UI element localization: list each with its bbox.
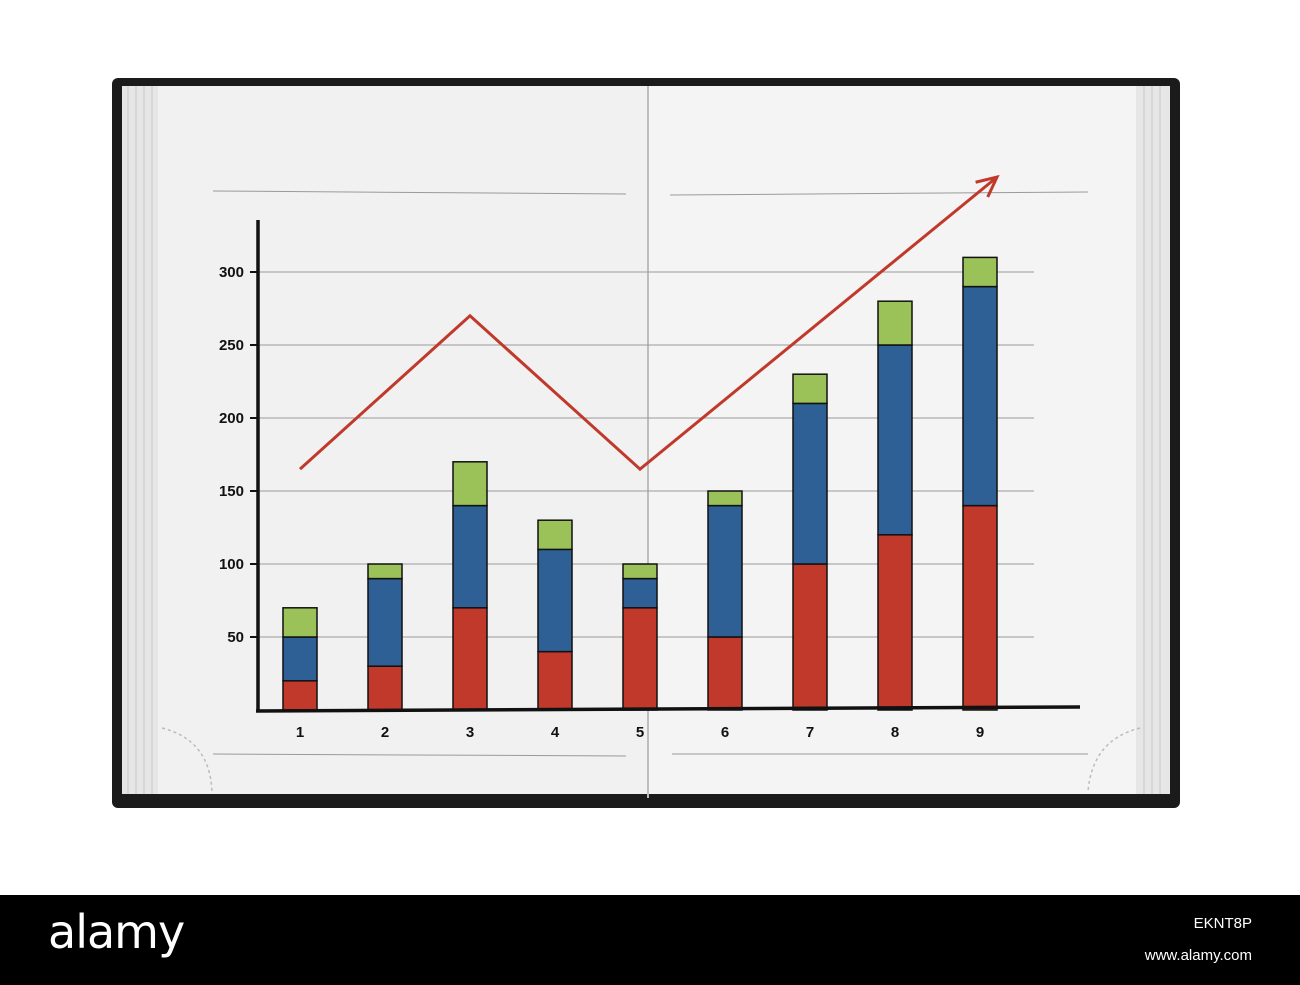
bar-6-segment-3 [707, 490, 743, 507]
bar-3-segment-3 [452, 461, 488, 507]
bar-5-segment-2 [622, 577, 658, 609]
trend-arrow [298, 174, 1000, 472]
y-tick-labels: 50 100 150 200 250 300 [219, 264, 258, 646]
left-page-edges [122, 86, 164, 794]
x-tick-label-2: 2 [381, 724, 389, 741]
page-edge-lines [127, 86, 1161, 794]
y-tick-label-50: 50 [227, 629, 244, 646]
chart-bars [282, 256, 998, 711]
y-tick-label-100: 100 [219, 556, 244, 573]
site-url: www.alamy.com [1144, 947, 1252, 964]
bar-4-segment-1 [537, 650, 573, 711]
x-tick-label-5: 5 [636, 724, 644, 741]
bar-9-segment-1 [962, 504, 998, 711]
x-tick-label-8: 8 [891, 724, 899, 741]
chart-axes [255, 220, 1081, 713]
y-tick-label-200: 200 [219, 410, 244, 427]
bar-9-segment-2 [962, 285, 998, 507]
bar-8-segment-3 [877, 300, 913, 346]
y-tick-label-150: 150 [219, 483, 244, 500]
bar-7-segment-3 [792, 373, 828, 405]
x-tick-label-9: 9 [976, 724, 984, 741]
x-tick-labels: 1 2 3 4 5 6 7 8 9 [296, 724, 984, 741]
bar-6-segment-2 [707, 504, 743, 638]
bar-7-segment-2 [792, 402, 828, 565]
trend-arrowhead [975, 174, 1000, 198]
bar-3-segment-1 [452, 607, 488, 711]
watermark-footer: alamy EKNT8P www.alamy.com [0, 895, 1300, 985]
bar-2-segment-1 [367, 665, 403, 711]
x-tick-label-3: 3 [466, 724, 474, 741]
bar-5-segment-3 [622, 563, 658, 580]
bar-9-segment-3 [962, 256, 998, 288]
bar-7-segment-1 [792, 563, 828, 711]
bar-8-segment-1 [877, 534, 913, 711]
notebook-chart-svg: 50 100 150 200 250 300 1 2 3 4 5 6 7 8 9 [112, 78, 1180, 808]
y-tick-label-300: 300 [219, 264, 244, 281]
bar-4-segment-3 [537, 519, 573, 551]
bar-1-segment-2 [282, 636, 318, 682]
bar-2-segment-3 [367, 563, 403, 580]
bar-5-segment-1 [622, 607, 658, 711]
bar-6-segment-1 [707, 636, 743, 711]
trend-line [298, 175, 998, 472]
y-tick-label-250: 250 [219, 337, 244, 354]
bar-3-segment-2 [452, 504, 488, 609]
left-corner-pocket [161, 727, 213, 793]
x-tick-label-1: 1 [296, 724, 304, 741]
bar-2-segment-2 [367, 577, 403, 667]
x-tick-label-4: 4 [551, 724, 560, 741]
bar-1-segment-1 [282, 680, 318, 711]
notebook-scene: 50 100 150 200 250 300 1 2 3 4 5 6 7 8 9 [112, 78, 1180, 808]
x-tick-label-6: 6 [721, 724, 729, 741]
x-axis-line [255, 705, 1081, 713]
page-rules [212, 190, 1089, 757]
bar-8-segment-2 [877, 344, 913, 536]
image-code: EKNT8P [1193, 915, 1252, 932]
right-corner-pocket [1087, 727, 1141, 793]
bar-4-segment-2 [537, 548, 573, 653]
brand-logo: alamy [48, 905, 185, 959]
x-tick-label-7: 7 [806, 724, 814, 741]
bar-1-segment-3 [282, 607, 318, 638]
